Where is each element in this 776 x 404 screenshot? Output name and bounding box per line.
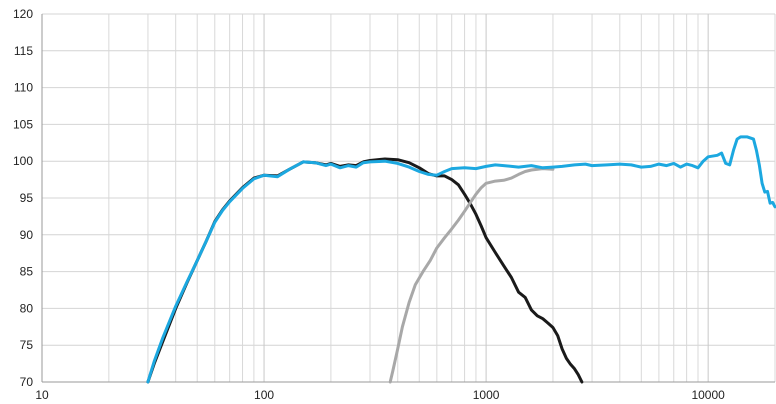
tick-labels: 70 75 80 85 90 95 100 105 110 115 120 10 100 1000 1000… [13,7,725,402]
x-tick-label: 10 [35,388,49,402]
axes [41,14,775,383]
y-tick-label: 75 [20,338,34,352]
x-tick-label: 100 [254,388,274,402]
x-tick-label: 1000 [473,388,500,402]
y-tick-label: 115 [14,44,33,58]
y-tick-label: 100 [13,154,33,168]
y-tick-label: 85 [20,265,34,279]
series-line-2 [388,167,555,384]
y-tick-label: 110 [14,81,33,95]
y-tick-label: 70 [20,375,34,389]
y-tick-label: 120 [13,7,33,21]
series-line-1 [146,157,584,384]
series-lines [146,135,776,384]
x-tick-label: 10000 [691,388,725,402]
y-tick-label: 95 [20,191,34,205]
series-line-3 [146,135,776,384]
y-tick-label: 90 [20,228,34,242]
grid [41,13,776,383]
y-tick-label: 80 [20,301,34,315]
y-tick-label: 105 [13,117,33,131]
